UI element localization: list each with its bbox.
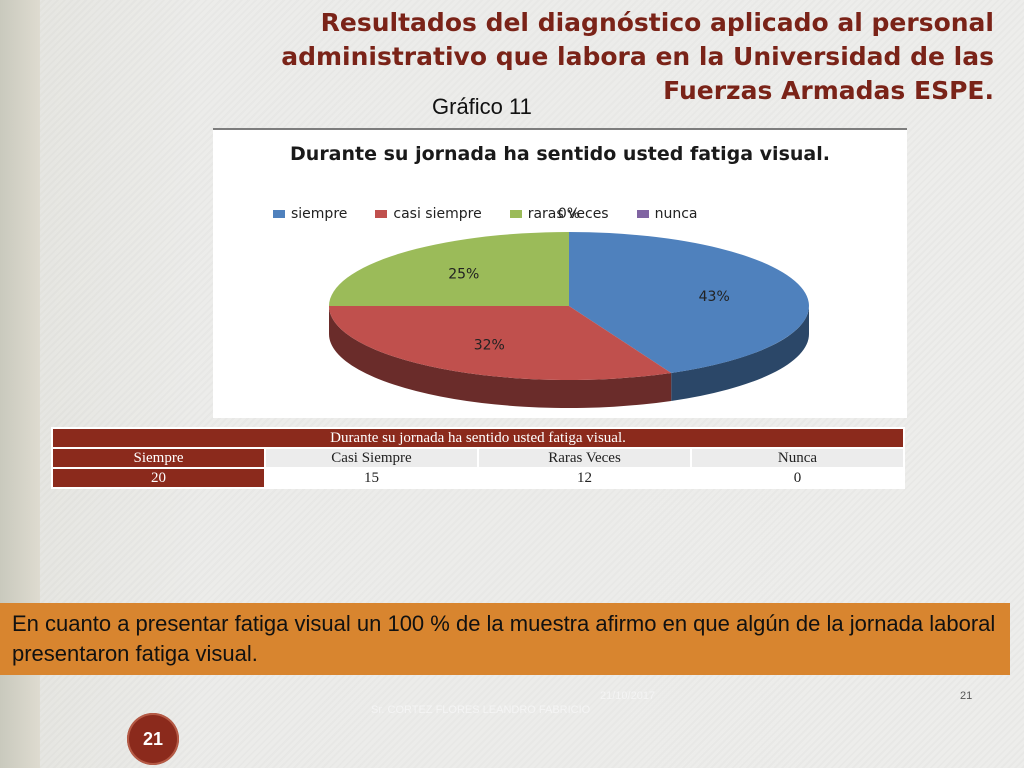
legend-label: siempre <box>291 206 348 222</box>
pie-svg: 43% 32% 25% 0% <box>329 206 810 408</box>
table-row: 20 15 12 0 <box>51 467 905 489</box>
chart-legend: siempre casi siempre raras veces nunca <box>273 206 893 222</box>
legend-item-siempre: siempre <box>273 206 347 222</box>
page-number-badge: 21 <box>127 713 179 765</box>
table-title-row: Durante su jornada ha sentido usted fati… <box>51 427 905 449</box>
legend-item-raras-veces: raras veces <box>509 206 609 222</box>
pie-label-siempre: 43% <box>699 289 730 305</box>
legend-label: raras veces <box>527 206 609 222</box>
chart-title: Durante su jornada ha sentido usted fati… <box>290 143 830 165</box>
legend-item-casi-siempre: casi siempre <box>375 206 482 222</box>
legend-swatch <box>636 210 649 218</box>
footer-author: Sr. CORTEZ FLORES LEANDRO FABRICIO <box>371 704 591 716</box>
table-cell: 0 <box>690 467 905 489</box>
pie-label-raras-veces: 25% <box>448 267 479 283</box>
pie-slice-siempre <box>569 232 810 373</box>
pie-side-siempre <box>671 306 809 401</box>
footer-date: 21/10/2017 <box>600 690 656 702</box>
table-header-cell: Raras Veces <box>477 447 692 469</box>
data-table: Durante su jornada ha sentido usted fati… <box>51 427 905 489</box>
pie-chart: Durante su jornada ha sentido usted fati… <box>213 128 907 418</box>
conclusion-text: En cuanto a presentar fatiga visual un 1… <box>0 603 1010 675</box>
table-header-cell: Casi Siempre <box>264 447 479 469</box>
legend-label: nunca <box>654 206 698 222</box>
chart-caption: Gráfico 11 <box>432 94 532 119</box>
table-cell: 15 <box>264 467 479 489</box>
table-cell: 20 <box>51 467 266 489</box>
table-header-cell: Siempre <box>51 447 266 469</box>
table-header-cell: Nunca <box>690 447 905 469</box>
pie-label-nunca: 0% <box>558 206 580 222</box>
pie-slice-raras-veces <box>329 232 569 306</box>
table-title: Durante su jornada ha sentido usted fati… <box>51 427 905 449</box>
legend-swatch <box>273 210 285 218</box>
pie-side-casi-siempre <box>329 306 672 408</box>
legend-swatch <box>509 210 522 218</box>
legend-swatch <box>375 210 388 218</box>
legend-item-nunca: nunca <box>636 206 698 222</box>
table-cell: 12 <box>477 467 692 489</box>
table-header-row: Siempre Casi Siempre Raras Veces Nunca <box>51 447 905 469</box>
pie-label-casi-siempre: 32% <box>474 338 505 354</box>
footer-page-number: 21 <box>960 690 973 702</box>
legend-label: casi siempre <box>393 206 482 222</box>
slide-title: Resultados del diagnóstico aplicado al p… <box>281 8 994 105</box>
pie-slice-casi-siempre <box>329 306 672 380</box>
